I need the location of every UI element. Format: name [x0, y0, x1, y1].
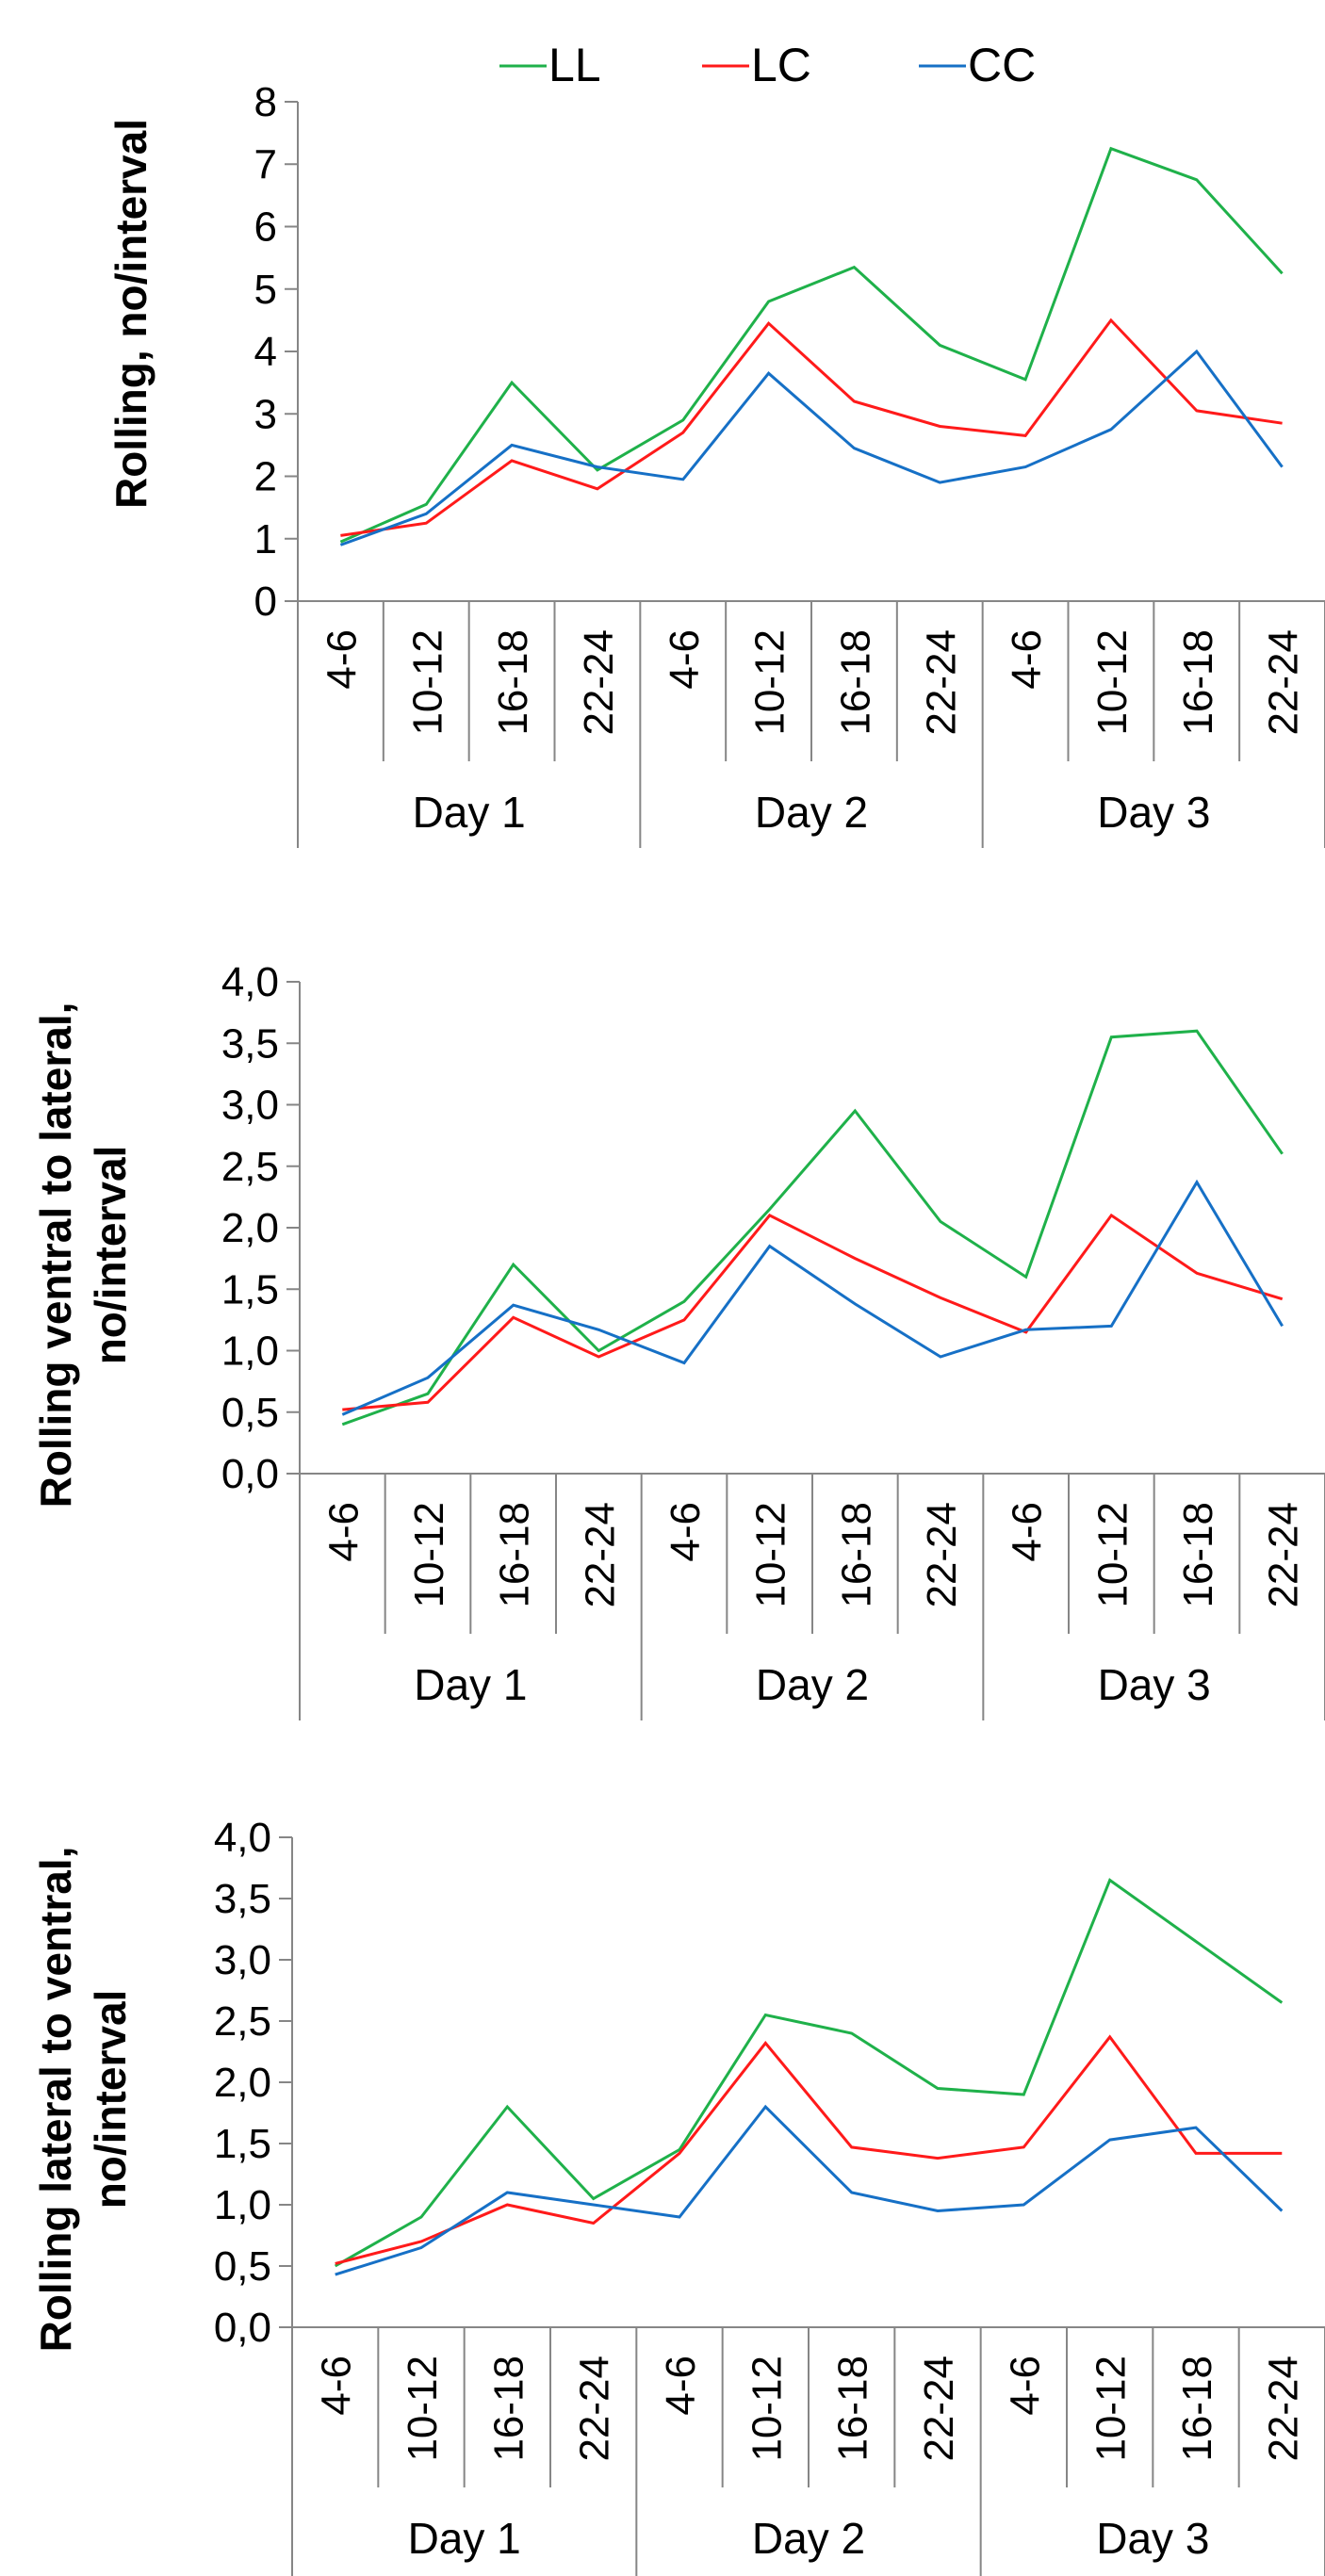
group-label: Day 3	[1098, 1660, 1211, 1709]
y-tick-label: 3	[254, 391, 277, 437]
y-tick-label: 6	[254, 204, 277, 251]
x-tick-label: 16-18	[1175, 1502, 1221, 1608]
x-tick-label: 22-24	[916, 2356, 962, 2462]
y-tick-label: 7	[254, 141, 277, 187]
y-tick-label: 0,5	[214, 2243, 271, 2290]
group-label: Day 3	[1097, 788, 1210, 837]
y-tick-label: 1,0	[214, 2182, 271, 2228]
x-tick-label: 16-18	[492, 1502, 538, 1608]
group-label: Day 3	[1096, 2514, 1209, 2563]
series-line-cc	[341, 1179, 1284, 1416]
x-tick-label: 10-12	[406, 1502, 452, 1608]
x-tick-label: 16-18	[1175, 629, 1221, 736]
y-axis-title: Rolling ventral to lateral, no/interval	[31, 1003, 135, 1508]
chart-rolling-ventral-to-lateral: 0,0 0,5 1,0 1,5 2,0 2,5 3,0 3,5 4,0 4-6 10-12 16-18…	[31, 959, 1325, 1720]
x-tick-label: 4-6	[1005, 1502, 1051, 1562]
y-axis-title: Rolling, no/interval	[106, 119, 155, 509]
x-tick-label: 10-12	[400, 2356, 446, 2462]
x-tick-label: 4-6	[1002, 2356, 1048, 2416]
x-tick-label: 22-24	[1261, 629, 1307, 736]
group-label: Day 1	[413, 788, 526, 837]
x-tick-label: 10-12	[748, 1502, 794, 1608]
x-tick-label: 4-6	[658, 2356, 704, 2416]
y-tick-label: 0,5	[221, 1390, 279, 1436]
x-tick-label: 16-18	[1174, 2356, 1220, 2462]
x-tick-label: 4-6	[662, 1502, 709, 1562]
x-tick-label: 10-12	[744, 2356, 790, 2462]
x-tick-label: 10-12	[1089, 1502, 1136, 1608]
y-tick-label: 3,5	[214, 1876, 271, 1922]
group-label: Day 2	[755, 788, 868, 837]
y-tick-label: 2	[254, 454, 277, 500]
x-tick-label: 22-24	[919, 1502, 965, 1608]
x-tick-label: 4-6	[1004, 629, 1050, 690]
group-label: Day 2	[756, 1660, 869, 1709]
y-tick-label: 8	[254, 79, 277, 125]
legend-label-ll: LL	[548, 39, 601, 91]
y-tick-label: 1,5	[214, 2121, 271, 2167]
y-tick-label: 4,0	[214, 1815, 271, 1861]
series-line-cc	[339, 349, 1284, 546]
y-tick-label: 3,0	[221, 1083, 279, 1129]
x-tick-label: 10-12	[747, 629, 793, 736]
x-tick-label: 4-6	[319, 629, 365, 690]
y-tick-label: 2,5	[221, 1144, 279, 1190]
x-tick-label: 22-24	[577, 1502, 623, 1608]
x-tick-label: 10-12	[1089, 629, 1136, 736]
y-tick-label: 1	[254, 516, 277, 562]
x-tick-label: 22-24	[918, 629, 964, 736]
x-tick-label: 4-6	[314, 2356, 360, 2416]
chart-rolling: 0 1 2 3 4 5 6 7 8 4-6 10-12 16-18 22-24 4-6 10-12 16-18…	[106, 79, 1325, 848]
x-tick-label: 10-12	[404, 629, 450, 736]
series-line-cc	[335, 2104, 1284, 2276]
y-tick-label: 1,5	[221, 1266, 279, 1312]
x-tick-label: 22-24	[576, 629, 622, 736]
legend: LL LC CC	[499, 39, 1036, 91]
y-tick-label: 2,0	[214, 2060, 271, 2106]
series-line-lc	[342, 1213, 1284, 1411]
y-tick-label: 0,0	[221, 1451, 279, 1497]
x-tick-label: 10-12	[1088, 2356, 1135, 2462]
y-tick-label: 1,0	[221, 1329, 279, 1375]
x-tick-label: 22-24	[1261, 1502, 1307, 1608]
group-label: Day 1	[414, 1660, 527, 1709]
y-tick-label: 4	[254, 329, 277, 375]
series-line-lc	[340, 318, 1283, 537]
series-line-ll	[339, 146, 1284, 544]
y-axis-title: Rolling lateral to ventral, no/interval	[31, 1847, 135, 2353]
chart-rolling-lateral-to-ventral: 0,0 0,5 1,0 1,5 2,0 2,5 3,0 3,5 4,0 4-6 10-12 16-18…	[31, 1815, 1325, 2576]
x-tick-label: 16-18	[833, 1502, 879, 1608]
x-tick-label: 16-18	[490, 629, 536, 736]
group-label: Day 1	[408, 2514, 521, 2563]
y-tick-label: 5	[254, 267, 277, 313]
y-tick-label: 3,0	[214, 1937, 271, 1983]
group-label: Day 2	[752, 2514, 865, 2563]
y-tick-label: 2,0	[221, 1205, 279, 1251]
y-tick-label: 0	[254, 579, 277, 625]
series-line-lc	[335, 2034, 1283, 2265]
x-tick-label: 4-6	[320, 1502, 367, 1562]
legend-label-lc: LC	[751, 39, 811, 91]
x-tick-label: 4-6	[662, 629, 708, 690]
x-tick-label: 22-24	[1260, 2356, 1306, 2462]
y-tick-label: 2,5	[214, 1998, 271, 2045]
x-tick-label: 16-18	[832, 629, 878, 736]
x-tick-label: 22-24	[572, 2356, 618, 2462]
series-line-ll	[334, 1878, 1284, 2268]
x-tick-label: 16-18	[485, 2356, 532, 2462]
legend-label-cc: CC	[968, 39, 1036, 91]
y-tick-label: 0,0	[214, 2305, 271, 2351]
y-tick-label: 3,5	[221, 1020, 279, 1067]
x-tick-label: 16-18	[830, 2356, 876, 2462]
y-tick-label: 4,0	[221, 959, 279, 1005]
series-line-ll	[341, 1029, 1284, 1427]
